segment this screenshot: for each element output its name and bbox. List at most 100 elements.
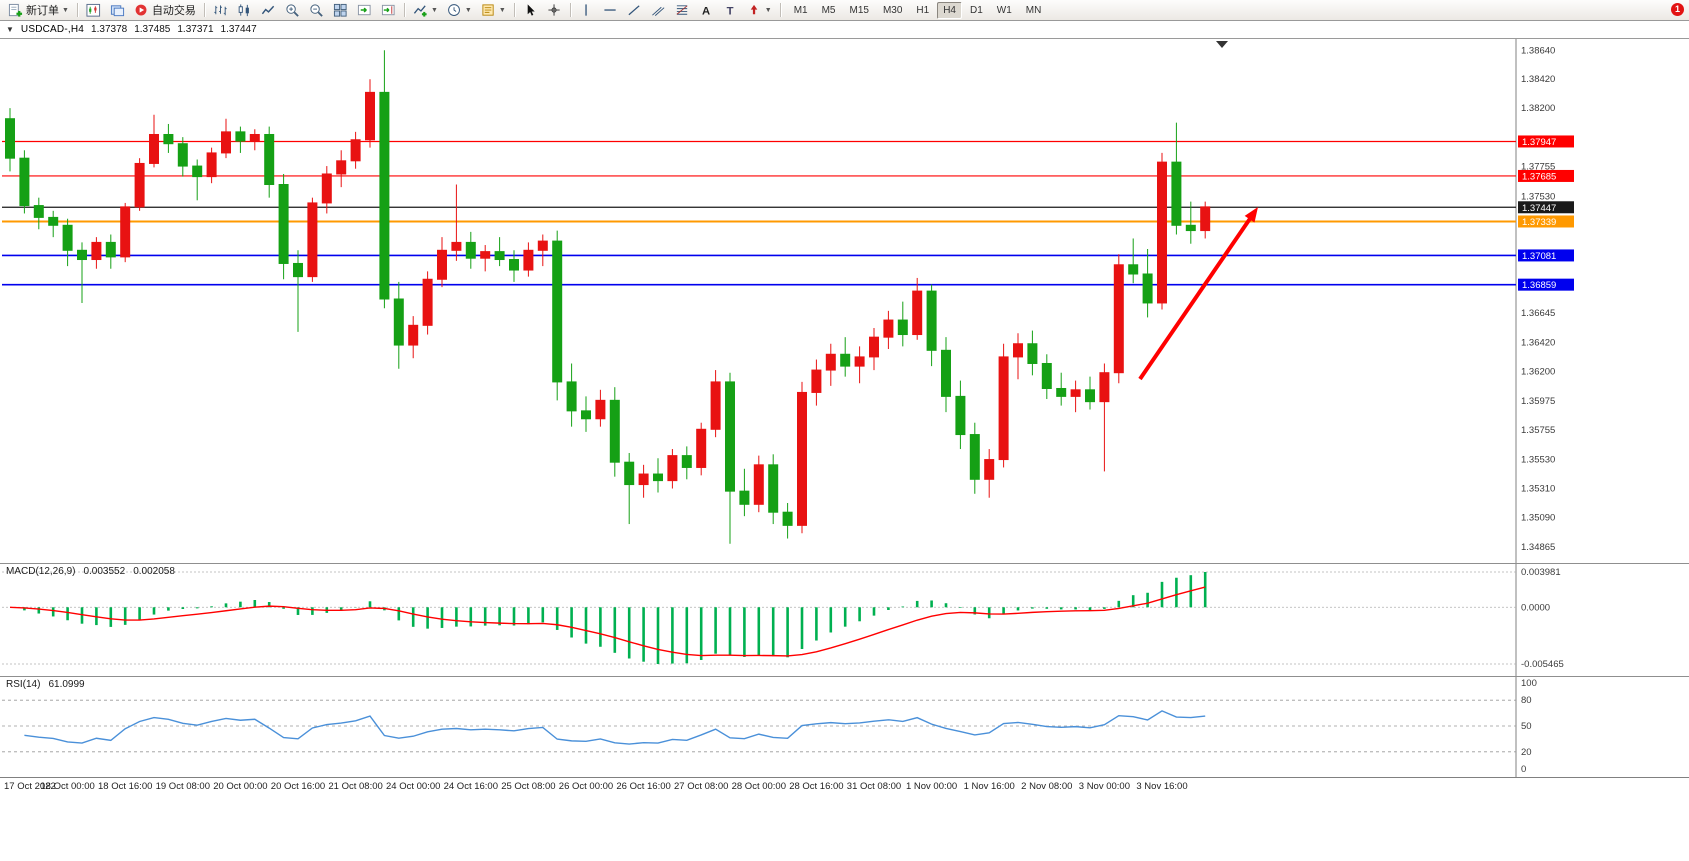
time-axis-label: 26 Oct 16:00 xyxy=(616,781,671,792)
toolbar-separator xyxy=(403,3,405,17)
toolbar-separator xyxy=(76,3,78,17)
candle-body xyxy=(1056,387,1067,397)
price-tick-label: 1.36420 xyxy=(1521,337,1555,348)
macd-signal-value: 0.002058 xyxy=(133,566,175,577)
horizontal-line-tool-button[interactable] xyxy=(599,1,622,20)
candle-body xyxy=(840,353,851,367)
candle-body xyxy=(581,410,591,420)
time-axis[interactable]: 17 Oct 2022 18 Oct 00:00 18 Oct 16:00 19 Oc… xyxy=(0,777,1689,795)
candle-body xyxy=(811,369,822,393)
candle-body xyxy=(451,241,462,251)
tile-windows-button[interactable] xyxy=(329,1,352,20)
one-click-trading-toggle[interactable]: ▼ xyxy=(6,25,14,34)
auto-scroll-icon xyxy=(357,4,371,15)
new-order-icon xyxy=(8,3,23,17)
timeframe-toolbar: M1 M5 M15 M30 H1 H4 D1 W1 MN xyxy=(787,1,1049,19)
timeframe-button-h1[interactable]: H1 xyxy=(916,4,930,16)
auto-trading-button[interactable]: 自动交易 xyxy=(130,0,200,20)
arrow-tool-icon xyxy=(750,4,758,14)
macd-canvas[interactable]: 0.003981 0.0000 -0.005465 xyxy=(0,564,1689,676)
macd-main-value: 0.003552 xyxy=(83,566,126,577)
timeframe-button-m5[interactable]: M5 xyxy=(821,4,836,16)
timeframe-button-d1[interactable]: D1 xyxy=(970,4,983,16)
price-badge xyxy=(1518,249,1574,262)
candle-body xyxy=(969,434,980,480)
clock-icon xyxy=(447,3,460,16)
label-tool-button[interactable]: T xyxy=(719,1,742,20)
zoom-out-button[interactable] xyxy=(305,1,328,20)
text-tool-button[interactable]: A xyxy=(695,1,718,20)
candle-body xyxy=(1027,343,1038,364)
notification-badge[interactable]: 1 xyxy=(1671,3,1684,16)
new-chart-button[interactable] xyxy=(82,1,105,20)
candle-body xyxy=(437,249,447,280)
cursor-tool-button[interactable] xyxy=(519,1,542,20)
macd-tick-label: 0.003981 xyxy=(1521,567,1561,578)
candle-body xyxy=(163,133,174,145)
templates-button[interactable]: ▼ xyxy=(477,1,510,20)
candle-body xyxy=(667,455,678,482)
candle-body xyxy=(408,324,419,346)
rsi-canvas[interactable]: 100 80 50 20 0 xyxy=(0,677,1689,777)
profiles-icon xyxy=(110,4,124,16)
main-toolbar: 新订单 ▼ 自动交易 xyxy=(0,0,1689,21)
candle-body xyxy=(149,133,159,164)
periods-button[interactable]: ▼ xyxy=(443,1,476,20)
timeframe-button-m30[interactable]: M30 xyxy=(882,4,903,16)
trendline-tool-button[interactable] xyxy=(623,1,646,20)
crosshair-tool-button[interactable] xyxy=(543,1,566,20)
candle-body xyxy=(739,490,750,505)
price-tick-label: 1.37755 xyxy=(1521,162,1555,173)
candle-body xyxy=(321,173,332,204)
rsi-tick-label: 20 xyxy=(1521,747,1532,758)
time-axis-label: 20 Oct 16:00 xyxy=(270,781,326,792)
trend-arrow-line[interactable] xyxy=(1138,214,1254,381)
bar-chart-type-button[interactable] xyxy=(209,1,232,20)
candle-body xyxy=(350,139,361,162)
new-order-button[interactable]: 新订单 ▼ xyxy=(4,0,73,20)
timeframe-button-m1[interactable]: M1 xyxy=(793,4,808,16)
candle-body xyxy=(465,241,476,259)
timeframe-button-w1[interactable]: W1 xyxy=(996,4,1012,16)
toolbar-separator xyxy=(513,3,515,17)
arrows-tool-button[interactable]: ▼ xyxy=(743,1,776,20)
candle-body xyxy=(624,461,635,486)
timeframe-button-mn[interactable]: MN xyxy=(1025,4,1042,16)
channel-tool-button[interactable] xyxy=(647,1,670,20)
candle-body xyxy=(192,165,203,178)
fibonacci-tool-button[interactable] xyxy=(671,1,694,20)
candle-body xyxy=(897,319,908,336)
profiles-button[interactable] xyxy=(106,1,129,20)
trendline-icon xyxy=(628,4,640,15)
candle-body xyxy=(422,278,433,326)
macd-signal-line xyxy=(9,586,1206,657)
candle-body xyxy=(480,251,491,259)
auto-trading-icon xyxy=(135,4,147,15)
candle-body xyxy=(5,118,15,159)
candle-body xyxy=(797,391,807,526)
arrows-caret-icon: ▼ xyxy=(764,6,772,14)
time-axis-label: 31 Oct 08:00 xyxy=(846,781,902,792)
timeframe-button-h4[interactable]: H4 xyxy=(937,1,962,19)
auto-scroll-button[interactable] xyxy=(353,1,376,20)
candle-body xyxy=(681,455,692,468)
price-chart-canvas[interactable]: 1.38640 1.38420 1.38200 1.37755 1.37530 1.366… xyxy=(0,39,1689,563)
zoom-in-button[interactable] xyxy=(281,1,304,20)
time-axis-label: 1 Nov 16:00 xyxy=(963,781,1015,792)
indicators-button[interactable]: ▼ xyxy=(409,1,442,20)
line-chart-type-button[interactable] xyxy=(257,1,280,20)
candle-body xyxy=(509,259,519,271)
timeframe-button-m15[interactable]: M15 xyxy=(849,4,869,16)
candle-body xyxy=(609,399,620,463)
chart-shift-button[interactable] xyxy=(377,1,400,20)
candle-body xyxy=(494,251,505,261)
vertical-line-tool-button[interactable] xyxy=(575,1,598,20)
candle-body xyxy=(1128,264,1139,275)
candle-chart-type-button[interactable] xyxy=(233,1,256,20)
chart-shift-marker[interactable] xyxy=(1216,41,1228,48)
candle-chart-type-icon xyxy=(238,3,249,16)
time-axis-label: 17 Oct 2022 xyxy=(4,781,56,792)
tile-windows-icon xyxy=(333,3,347,17)
rsi-tick-label: 50 xyxy=(1521,721,1532,732)
candle-body xyxy=(984,459,995,480)
